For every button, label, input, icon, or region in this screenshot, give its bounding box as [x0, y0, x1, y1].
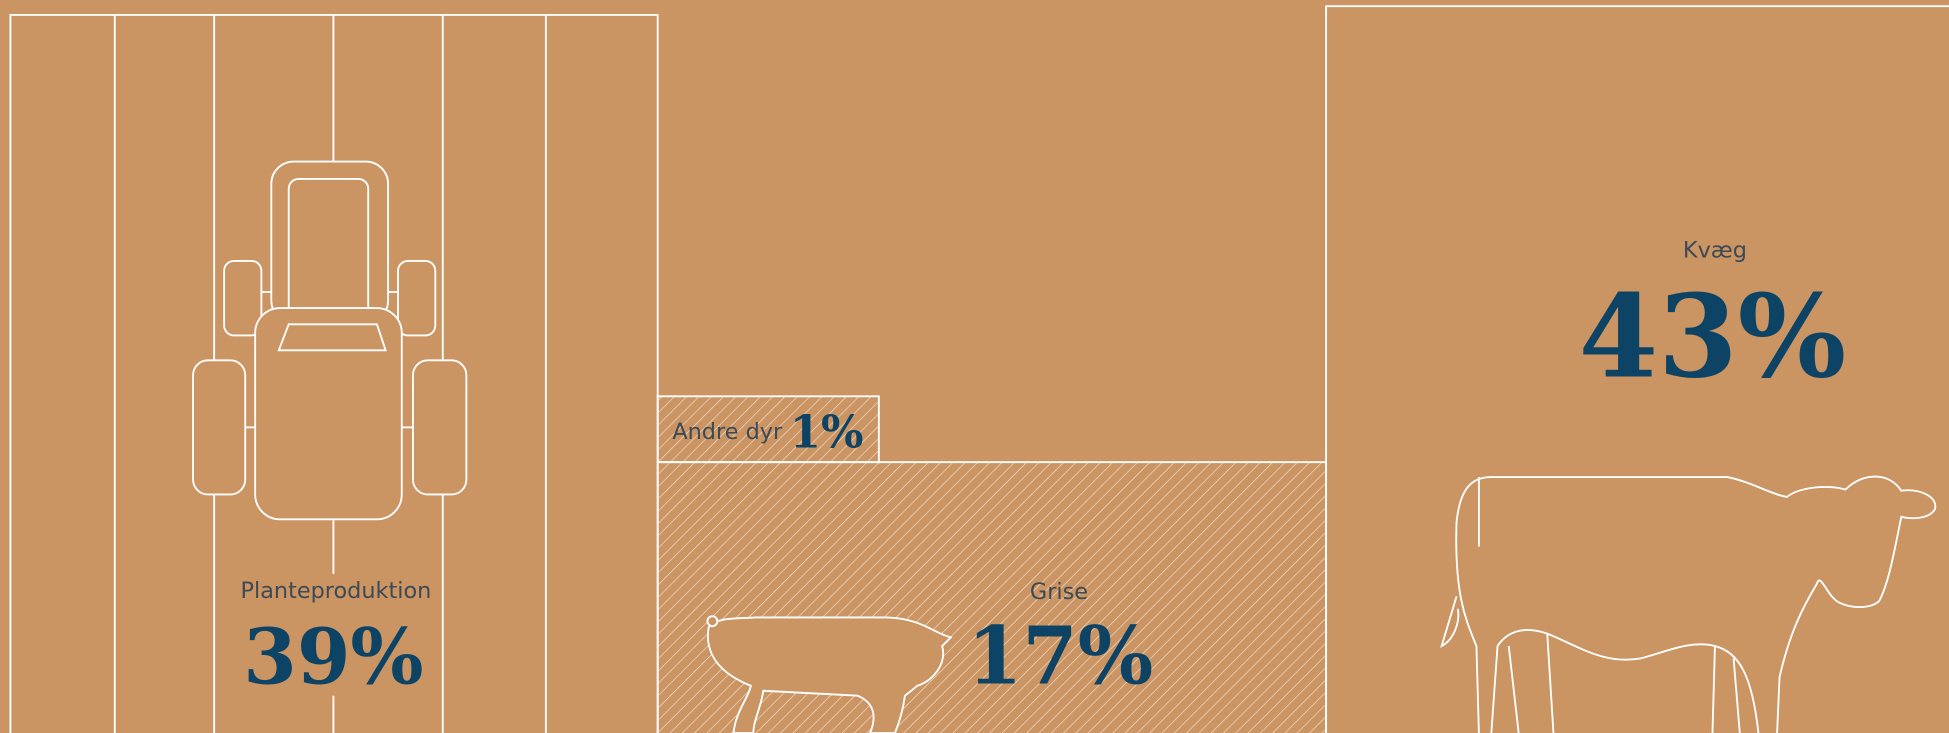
page: {"chart_data":{"type":"treemap","categor… — [0, 0, 1949, 733]
value-label: 17% — [967, 608, 1153, 702]
value-label: 1% — [790, 405, 864, 458]
category-label: Planteproduktion — [241, 578, 432, 604]
category-label: Andre dyr — [672, 419, 783, 445]
value-label: 39% — [243, 612, 423, 702]
category-label: Kvæg — [1683, 237, 1747, 263]
value-label: 43% — [1579, 269, 1847, 403]
chart: Planteproduktion 39% Grise 17% Andre dyr 1% Kv… — [0, 0, 1949, 733]
category-label: Grise — [1030, 579, 1088, 605]
